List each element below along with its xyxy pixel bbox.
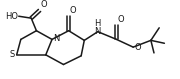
Text: N: N — [95, 27, 101, 36]
Text: O: O — [118, 15, 124, 24]
Text: O: O — [134, 43, 141, 52]
Text: H: H — [95, 19, 101, 28]
Text: O: O — [70, 6, 76, 15]
Text: S: S — [9, 50, 15, 59]
Text: O: O — [40, 0, 47, 9]
Text: HO: HO — [5, 12, 18, 21]
Text: N: N — [53, 34, 59, 43]
